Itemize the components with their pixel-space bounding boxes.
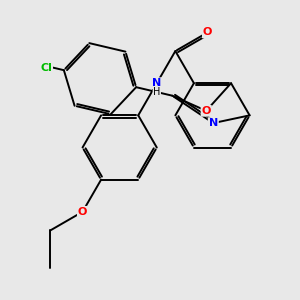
- Text: H: H: [153, 88, 160, 98]
- Text: O: O: [202, 106, 211, 116]
- Text: Cl: Cl: [40, 63, 52, 73]
- Text: N: N: [152, 78, 161, 88]
- Text: O: O: [203, 28, 212, 38]
- Text: O: O: [78, 207, 87, 217]
- Text: N: N: [209, 118, 218, 128]
